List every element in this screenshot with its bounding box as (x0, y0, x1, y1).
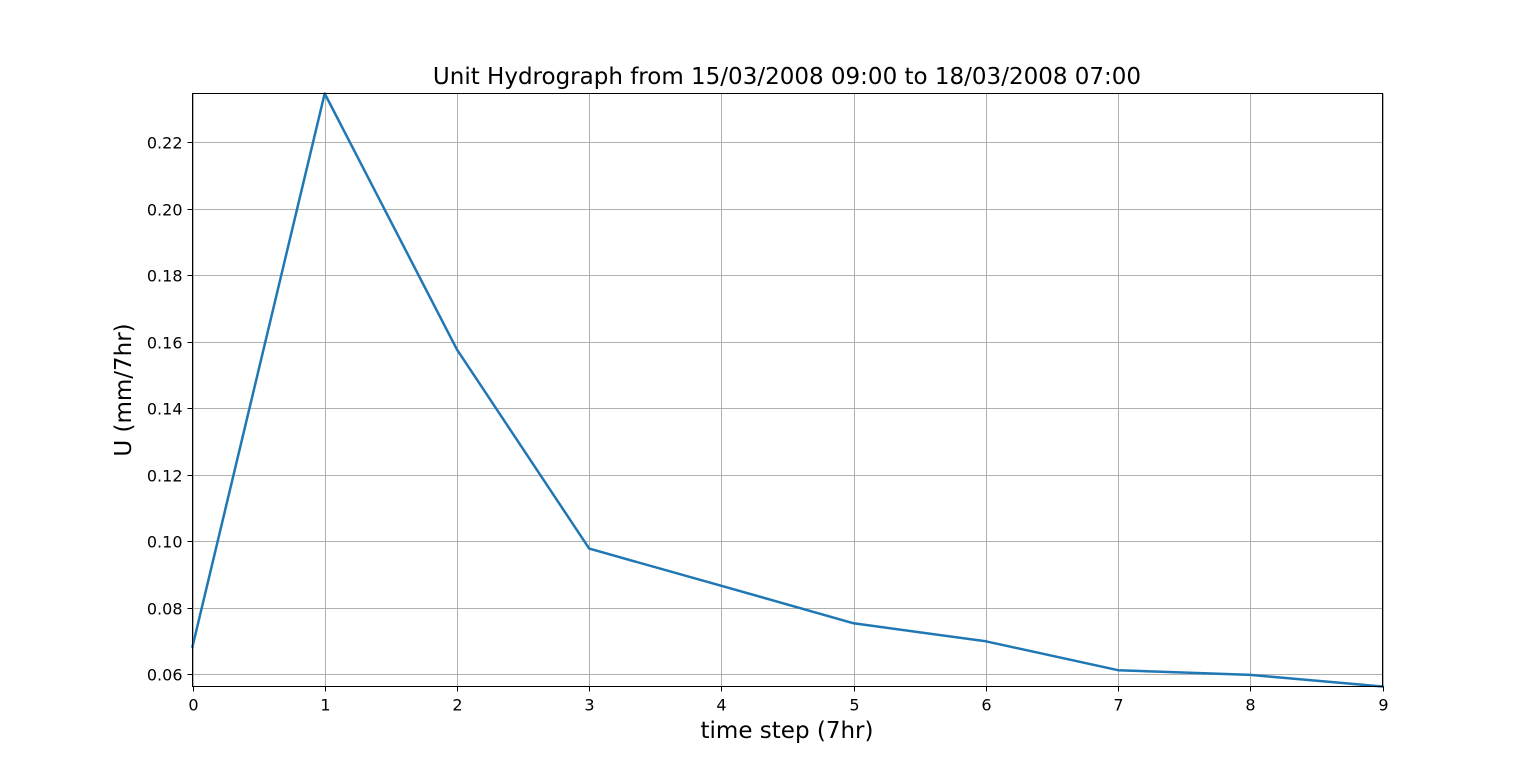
series-layer (190, 92, 1384, 688)
grid (192, 93, 1384, 687)
y-tick-label: 0.08 (147, 600, 183, 619)
x-tick-label: 1 (320, 696, 330, 715)
x-tick-label: 9 (1378, 696, 1388, 715)
x-axis-label: time step (7hr) (701, 718, 874, 744)
series-line (190, 92, 1384, 688)
x-tick-label: 2 (452, 696, 462, 715)
y-tick-label: 0.10 (147, 533, 183, 552)
x-tick-label: 7 (1113, 696, 1123, 715)
chart-title: Unit Hydrograph from 15/03/2008 09:00 to… (433, 64, 1141, 90)
x-tick-label: 4 (716, 696, 726, 715)
y-tick-label: 0.14 (147, 400, 183, 419)
y-tick-label: 0.16 (147, 334, 183, 353)
y-tick-label: 0.06 (147, 666, 183, 685)
y-tick-label: 0.20 (147, 201, 183, 220)
x-tick-label: 0 (188, 696, 198, 715)
x-tick-label: 5 (849, 696, 859, 715)
y-axis: 0.06 0.08 0.10 0.12 0.14 0.16 0.18 0.20 0.22 (147, 134, 193, 685)
y-tick-label: 0.22 (147, 134, 183, 153)
y-tick-label: 0.12 (147, 467, 183, 486)
x-tick-label: 8 (1245, 696, 1255, 715)
plot-frame (192, 93, 1383, 687)
y-tick-label: 0.18 (147, 267, 183, 286)
x-tick-label: 3 (584, 696, 594, 715)
x-tick-label: 6 (981, 696, 991, 715)
y-axis-label: U (mm/7hr) (111, 323, 137, 456)
x-axis: 0 1 2 3 4 5 6 7 8 9 (188, 686, 1389, 715)
